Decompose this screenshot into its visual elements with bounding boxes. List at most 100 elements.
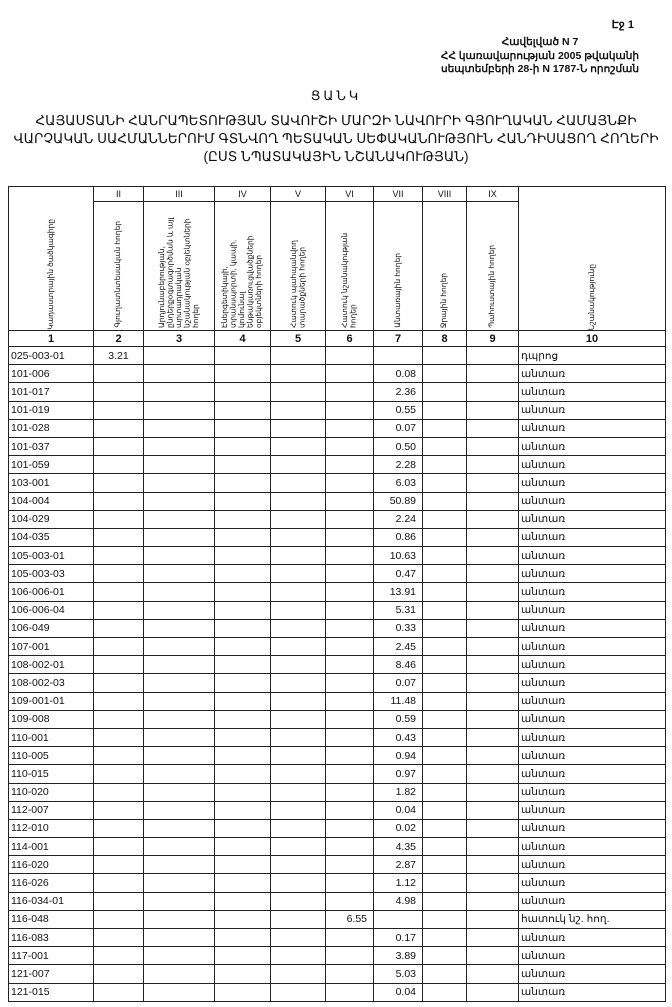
area-cell: 0.50 xyxy=(373,436,423,457)
area-cell xyxy=(143,891,215,911)
area-cell xyxy=(93,618,144,639)
area-cell xyxy=(214,455,271,475)
area-cell xyxy=(270,818,326,839)
area-cell xyxy=(422,782,467,802)
area-cell xyxy=(422,546,467,566)
area-cell xyxy=(143,582,215,602)
land-table: Կադաստրային ծածկագիրը II III IV V VI VII VIII IX… xyxy=(8,186,666,1002)
area-cell xyxy=(422,582,467,602)
area-cell xyxy=(93,364,144,384)
area-cell: 2.24 xyxy=(373,509,423,529)
area-cell xyxy=(325,364,374,384)
cadastral-code-cell: 101-028 xyxy=(8,418,94,438)
area-cell xyxy=(466,873,519,893)
area-cell xyxy=(214,546,271,566)
area-cell xyxy=(422,837,467,857)
title-line: (ԸՍՏ ՆՊԱՏԱԿԱՅԻՆ ՆՇԱՆԱԿՈՒԹՅԱՆ) xyxy=(203,149,469,164)
area-cell xyxy=(422,764,467,784)
table-row: 110-001 0.43 անտառ xyxy=(8,727,666,748)
area-cell xyxy=(270,636,326,657)
area-cell xyxy=(93,873,144,893)
area-cell xyxy=(466,727,519,748)
purpose-cell: անտառ xyxy=(518,382,666,402)
area-cell xyxy=(422,855,467,875)
area-cell: 0.43 xyxy=(373,727,423,748)
area-cell xyxy=(466,982,519,1002)
area-cell xyxy=(214,818,271,839)
table-row: 116-020 2.87 անտառ xyxy=(8,855,666,875)
area-cell xyxy=(143,655,215,675)
area-cell: 1.82 xyxy=(373,782,423,802)
area-cell xyxy=(466,600,519,620)
roman-numeral: III xyxy=(143,186,215,202)
area-cell xyxy=(143,873,215,893)
area-cell xyxy=(214,582,271,602)
area-cell xyxy=(93,382,144,402)
roman-numeral: II xyxy=(93,186,144,202)
cadastral-code-cell: 101-019 xyxy=(8,400,94,420)
area-cell xyxy=(422,946,467,966)
area-cell xyxy=(422,491,467,511)
area-cell: 6.03 xyxy=(373,473,423,493)
area-cell xyxy=(466,673,519,693)
purpose-cell: անտառ xyxy=(518,491,666,511)
table-row: 101-017 2.36 անտառ xyxy=(8,382,666,402)
table-row: 108-002-01 8.46 անտառ xyxy=(8,655,666,675)
header-label: Արդյունաբերության, ընդերքօգտագործման և ա… xyxy=(156,217,200,328)
area-cell xyxy=(93,909,144,930)
purpose-cell: անտառ xyxy=(518,400,666,420)
purpose-cell: անտառ xyxy=(518,837,666,857)
cadastral-code-cell: 106-049 xyxy=(8,618,94,639)
header-cell: Հատուկ նշանակության հողեր xyxy=(325,201,374,331)
table-row: 110-015 0.97 անտառ xyxy=(8,764,666,784)
area-cell xyxy=(325,655,374,675)
area-cell xyxy=(325,873,374,893)
table-row: 101-006 0.08 անտառ xyxy=(8,364,666,384)
area-cell xyxy=(270,909,326,930)
header-cell: Ջրային հողեր xyxy=(422,201,467,331)
area-cell xyxy=(270,473,326,493)
area-cell xyxy=(143,837,215,857)
area-cell xyxy=(143,618,215,639)
table-row: 104-035 0.86 անտառ xyxy=(8,527,666,548)
area-cell xyxy=(325,473,374,493)
area-cell xyxy=(214,727,271,748)
area-cell xyxy=(143,709,215,729)
area-cell xyxy=(422,746,467,766)
table-row: 121-015 0.04 անտառ xyxy=(8,982,666,1002)
header-row: Գյուղատնտեսական հողեր Արդյունաբերության, … xyxy=(9,201,666,331)
header-cell: Կադաստրային ծածկագիրը xyxy=(8,186,94,331)
area-cell: 4.35 xyxy=(373,837,423,857)
area-cell xyxy=(214,709,271,729)
area-cell xyxy=(93,746,144,766)
area-cell xyxy=(422,709,467,729)
area-cell: 10.63 xyxy=(373,546,423,566)
header-roman-row: Կադաստրային ծածկագիրը II III IV V VI VII VIII IX… xyxy=(8,186,666,331)
area-cell xyxy=(270,673,326,693)
table-row: 103-001 6.03 անտառ xyxy=(8,473,666,493)
area-cell xyxy=(214,400,271,420)
area-cell xyxy=(422,600,467,620)
column-number: 8 xyxy=(422,330,467,347)
table-row: 105-003-01 10.63 անտառ xyxy=(8,546,666,566)
area-cell xyxy=(270,582,326,602)
column-number: 5 xyxy=(270,330,326,347)
purpose-cell: դպրոց xyxy=(518,345,666,366)
purpose-cell: անտառ xyxy=(518,782,666,802)
area-cell xyxy=(214,891,271,911)
area-cell xyxy=(422,418,467,438)
area-cell xyxy=(93,473,144,493)
area-cell: 0.86 xyxy=(373,527,423,548)
area-cell xyxy=(214,618,271,639)
cadastral-code-cell: 116-083 xyxy=(8,927,94,948)
area-cell xyxy=(325,727,374,748)
purpose-cell: անտառ xyxy=(518,455,666,475)
area-cell xyxy=(422,873,467,893)
table-row: 108-002-03 0.07 անտառ xyxy=(8,673,666,693)
purpose-cell: անտառ xyxy=(518,727,666,748)
cadastral-code-cell: 112-010 xyxy=(8,818,94,839)
area-cell xyxy=(93,982,144,1002)
page-number: Էջ 1 xyxy=(611,19,634,31)
area-cell: 0.33 xyxy=(373,618,423,639)
header-label: Էներգետիկայի, տրանսպորտի, կապի, կոմունալ… xyxy=(220,235,264,328)
